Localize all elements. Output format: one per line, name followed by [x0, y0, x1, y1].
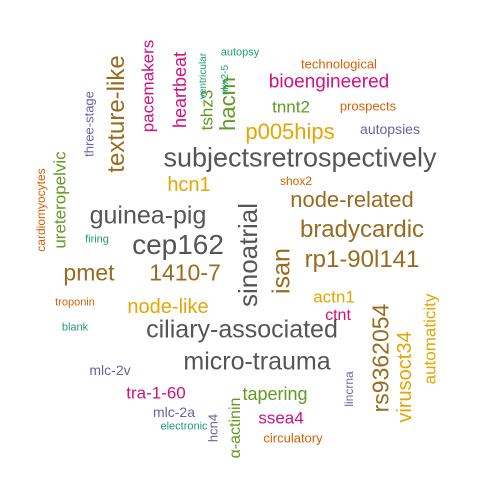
cloud-word: technological: [301, 56, 377, 72]
cloud-word: sinoatrial: [233, 202, 263, 308]
cloud-word: actn1: [313, 287, 355, 307]
cloud-word: prospects: [339, 98, 397, 114]
cloud-word: pacemakers: [138, 39, 158, 133]
cloud-word: tra-1-60: [126, 383, 186, 403]
cloud-word: ventricular: [198, 52, 209, 100]
cloud-word: rs9362054: [367, 303, 394, 413]
cloud-word: virusoct34: [394, 331, 416, 423]
cloud-word: hcn4: [205, 413, 221, 443]
cloud-word: cardiomyocytes: [34, 168, 48, 252]
cloud-word: troponin: [55, 296, 95, 309]
cloud-word: ciliary-associated: [146, 315, 338, 344]
cloud-word: ssea4: [258, 408, 304, 428]
cloud-word: mlc-2v: [89, 362, 131, 378]
cloud-word: hcn1: [167, 174, 211, 196]
cloud-word: shox2: [279, 174, 313, 188]
cloud-word: 1410-7: [149, 259, 221, 286]
cloud-word: nkx2-5: [220, 64, 231, 96]
cloud-word: autopsies: [360, 121, 420, 137]
cloud-word: micro-trauma: [183, 347, 331, 376]
cloud-word: autopsy: [220, 46, 260, 59]
cloud-word: tnnt2: [272, 97, 310, 117]
cloud-word: isan: [267, 248, 296, 294]
cloud-word: bioengineered: [268, 71, 390, 93]
cloud-word: α-actinin: [227, 397, 244, 459]
cloud-word: ureteropelvic: [50, 151, 70, 249]
cloud-word: circulatory: [263, 430, 323, 446]
cloud-word: tapering: [242, 384, 308, 404]
cloud-word: subjectsretrospectively: [163, 142, 437, 173]
cloud-word: node-related: [290, 187, 414, 212]
cloud-word: p005hips: [245, 119, 335, 144]
cloud-word: pmet: [63, 259, 115, 286]
cloud-word: three-stage: [81, 91, 97, 157]
cloud-word: rp1-90l141: [304, 246, 420, 273]
cloud-word: blank: [61, 321, 89, 334]
cloud-word: bradycardic: [299, 216, 425, 243]
cloud-word: cep162: [132, 229, 224, 260]
cloud-word: node-like: [127, 296, 209, 318]
cloud-word: automaticity: [420, 293, 440, 385]
cloud-word: guinea-pig: [89, 201, 207, 230]
cloud-word: electronic: [160, 420, 208, 433]
cloud-word: mlc-2a: [152, 404, 196, 420]
cloud-word: firing: [85, 233, 109, 246]
cloud-word: ctnt: [325, 307, 351, 324]
cloud-word: lincrna: [342, 371, 356, 407]
cloud-word: texture-like: [103, 55, 130, 173]
cloud-word: heartbeat: [170, 51, 190, 129]
